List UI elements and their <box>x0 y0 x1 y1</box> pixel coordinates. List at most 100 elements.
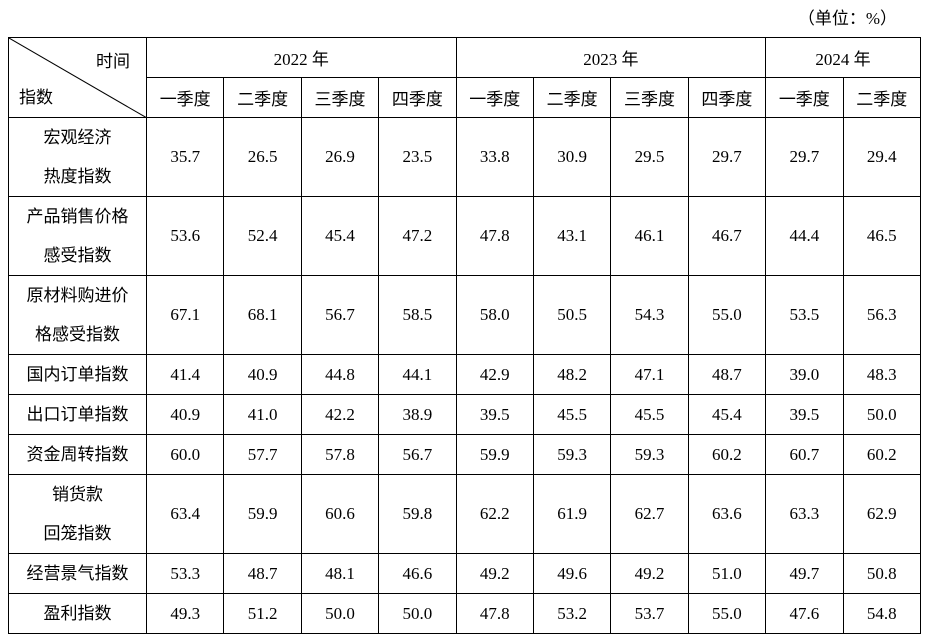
corner-diagonal <box>9 38 147 118</box>
cell-value: 50.0 <box>378 593 457 634</box>
cell-value: 48.1 <box>300 553 380 594</box>
cell-value: 58.0 <box>455 275 534 355</box>
cell-value: 41.0 <box>223 394 302 435</box>
row-label-line: 热度指数 <box>43 167 112 186</box>
cell-value: 55.0 <box>687 593 767 634</box>
year-header: 2023 年 <box>455 37 767 78</box>
cell-value: 60.2 <box>842 434 921 475</box>
cell-value: 56.7 <box>300 275 380 355</box>
cell-value: 33.8 <box>455 117 534 197</box>
cell-value: 43.1 <box>532 196 612 276</box>
cell-value: 51.2 <box>223 593 302 634</box>
cell-value: 41.4 <box>145 354 225 395</box>
quarter-header: 三季度 <box>300 77 380 118</box>
cell-value: 48.2 <box>532 354 612 395</box>
cell-value: 39.5 <box>765 394 844 435</box>
table-row: 资金周转指数 60.0 57.7 57.8 56.7 59.9 59.3 59.3 60.2 60… <box>8 434 921 475</box>
cell-value: 29.7 <box>687 117 767 197</box>
cell-value: 62.2 <box>455 474 534 554</box>
cell-value: 42.9 <box>455 354 534 395</box>
cell-value: 60.6 <box>300 474 380 554</box>
cell-value: 50.0 <box>842 394 921 435</box>
cell-value: 47.8 <box>455 196 534 276</box>
cell-value: 59.9 <box>223 474 302 554</box>
cell-value: 45.4 <box>300 196 380 276</box>
cell-value: 49.3 <box>145 593 225 634</box>
cell-value: 61.9 <box>532 474 612 554</box>
cell-value: 38.9 <box>378 394 457 435</box>
cell-value: 62.9 <box>842 474 921 554</box>
cell-value: 49.2 <box>610 553 689 594</box>
quarter-header: 二季度 <box>223 77 302 118</box>
cell-value: 63.4 <box>145 474 225 554</box>
row-label-line: 经营景气指数 <box>26 564 129 583</box>
table-row: 盈利指数 49.3 51.2 50.0 50.0 47.8 53.2 53.7 55.0 47.6… <box>8 593 921 634</box>
cell-value: 40.9 <box>223 354 302 395</box>
cell-value: 63.3 <box>765 474 844 554</box>
cell-value: 26.5 <box>223 117 302 197</box>
row-label-line: 盈利指数 <box>43 604 112 623</box>
row-label-line: 销货款 <box>52 485 103 504</box>
row-label: 宏观经济 热度指数 <box>8 117 147 197</box>
corner-bottom: 指数 <box>19 88 53 107</box>
cell-value: 42.2 <box>300 394 380 435</box>
cell-value: 55.0 <box>687 275 767 355</box>
quarter-header: 一季度 <box>145 77 225 118</box>
cell-value: 47.8 <box>455 593 534 634</box>
cell-value: 59.3 <box>532 434 612 475</box>
row-label-line: 资金周转指数 <box>26 445 129 464</box>
cell-value: 45.5 <box>532 394 612 435</box>
cell-value: 29.7 <box>765 117 844 197</box>
table-row: 出口订单指数 40.9 41.0 42.2 38.9 39.5 45.5 45.5 45.4 39… <box>8 394 921 435</box>
row-label: 盈利指数 <box>8 593 147 634</box>
cell-value: 53.6 <box>145 196 225 276</box>
row-label-line: 回笼指数 <box>43 524 112 543</box>
cell-value: 50.8 <box>842 553 921 594</box>
table-row: 销货款 回笼指数 63.4 59.9 60.6 59.8 62.2 61.9 62.7 63.6 6… <box>8 474 921 554</box>
row-label: 经营景气指数 <box>8 553 147 594</box>
quarter-header: 一季度 <box>765 77 844 118</box>
quarter-header: 四季度 <box>687 77 767 118</box>
row-label-line: 国内订单指数 <box>26 365 129 384</box>
row-label: 产品销售价格 感受指数 <box>8 196 147 276</box>
table-row: 宏观经济 热度指数 35.7 26.5 26.9 23.5 33.8 30.9 29.5 29.7… <box>8 117 921 197</box>
cell-value: 30.9 <box>532 117 612 197</box>
cell-value: 46.6 <box>378 553 457 594</box>
corner-top: 时间 <box>96 52 130 71</box>
cell-value: 47.1 <box>610 354 689 395</box>
data-table: 时间 指数 2022 年 2023 年 2024 年 一季度 二季度 三季度 四季度 一季度… <box>8 37 921 634</box>
row-label: 国内订单指数 <box>8 354 147 395</box>
row-label-line: 产品销售价格 <box>26 207 129 226</box>
cell-value: 46.1 <box>610 196 689 276</box>
cell-value: 59.9 <box>455 434 534 475</box>
cell-value: 53.5 <box>765 275 844 355</box>
cell-value: 50.5 <box>532 275 612 355</box>
cell-value: 57.8 <box>300 434 380 475</box>
cell-value: 49.6 <box>532 553 612 594</box>
cell-value: 59.3 <box>610 434 689 475</box>
cell-value: 53.7 <box>610 593 689 634</box>
cell-value: 46.5 <box>842 196 921 276</box>
table-row: 国内订单指数 41.4 40.9 44.8 44.1 42.9 48.2 47.1 48.7 39… <box>8 354 921 395</box>
quarter-header: 三季度 <box>610 77 689 118</box>
cell-value: 57.7 <box>223 434 302 475</box>
cell-value: 47.2 <box>378 196 457 276</box>
cell-value: 58.5 <box>378 275 457 355</box>
cell-value: 39.5 <box>455 394 534 435</box>
cell-value: 40.9 <box>145 394 225 435</box>
cell-value: 26.9 <box>300 117 380 197</box>
cell-value: 29.5 <box>610 117 689 197</box>
quarter-header: 一季度 <box>455 77 534 118</box>
quarter-header: 二季度 <box>842 77 921 118</box>
cell-value: 56.3 <box>842 275 921 355</box>
cell-value: 39.0 <box>765 354 844 395</box>
cell-value: 49.7 <box>765 553 844 594</box>
cell-value: 60.0 <box>145 434 225 475</box>
cell-value: 53.3 <box>145 553 225 594</box>
table-row: 经营景气指数 53.3 48.7 48.1 46.6 49.2 49.6 49.2 51.0 49… <box>8 553 921 594</box>
cell-value: 48.7 <box>223 553 302 594</box>
table-row: 产品销售价格 感受指数 53.6 52.4 45.4 47.2 47.8 43.1 46.1 46… <box>8 196 921 276</box>
cell-value: 54.3 <box>610 275 689 355</box>
cell-value: 51.0 <box>687 553 767 594</box>
